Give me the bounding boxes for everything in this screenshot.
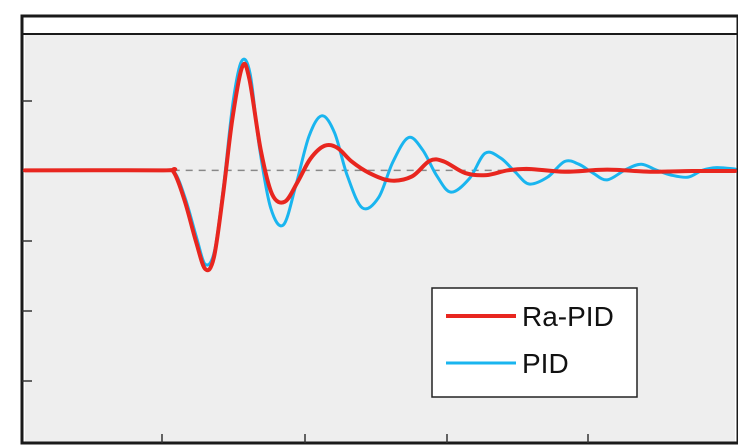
legend-label-ra-pid: Ra-PID bbox=[522, 301, 614, 332]
legend-label-pid: PID bbox=[522, 348, 569, 379]
series-line-ra-pid bbox=[23, 61, 737, 273]
chart-frame bbox=[20, 14, 738, 445]
series-group bbox=[23, 57, 737, 273]
legend-box bbox=[431, 287, 638, 398]
legend: Ra-PID PID bbox=[431, 287, 638, 398]
